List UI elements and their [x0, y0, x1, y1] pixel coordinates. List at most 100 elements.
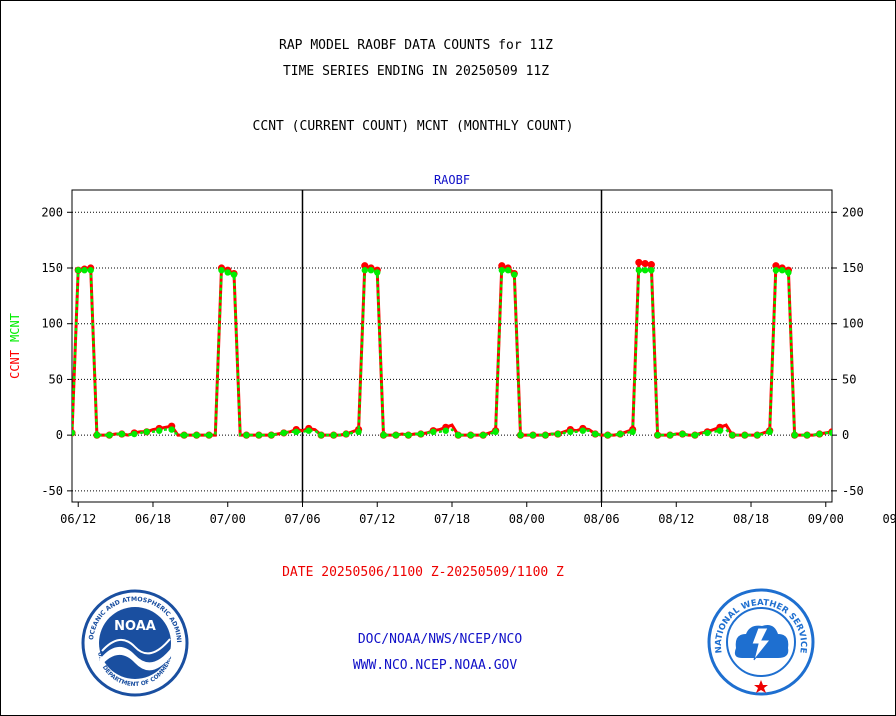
- svg-text:NOAA: NOAA: [114, 619, 156, 634]
- y-tick-label-left: 150: [41, 261, 63, 275]
- data-point-mcnt: [704, 429, 711, 437]
- data-point-mcnt: [367, 267, 375, 274]
- data-point-mcnt: [72, 429, 76, 437]
- data-point-mcnt: [554, 430, 562, 438]
- data-point-mcnt: [255, 431, 263, 439]
- x-tick-label: 08/18: [733, 512, 769, 526]
- y-tick-label-left: 200: [41, 205, 63, 219]
- data-point-mcnt: [517, 431, 524, 439]
- data-point-mcnt: [280, 429, 288, 437]
- data-point-mcnt: [754, 431, 761, 439]
- x-tick-label: 08/00: [509, 512, 545, 526]
- data-point-mcnt: [342, 430, 350, 438]
- x-tick-label: 06/12: [60, 512, 96, 526]
- data-point-mcnt: [180, 431, 188, 439]
- data-point-mcnt: [268, 431, 275, 439]
- data-point-mcnt: [529, 431, 537, 439]
- y-tick-label-right: 0: [842, 428, 849, 442]
- data-point-ccnt: [361, 262, 369, 270]
- data-point-mcnt: [355, 428, 362, 435]
- chart-area: RAOBF -50 -50 0 0 50 50 100 100 150 150 200 200 06/12…: [8, 173, 896, 526]
- data-point-mcnt: [193, 431, 200, 439]
- x-tick-label: 06/18: [135, 512, 171, 526]
- data-point-ccnt: [866, 432, 873, 439]
- y-axis-label: CCNT MCNT: [8, 313, 22, 379]
- data-point-mcnt: [168, 426, 175, 433]
- data-point-mcnt: [498, 267, 506, 274]
- y-tick-label-right: 150: [842, 261, 864, 275]
- data-point-mcnt: [81, 267, 88, 274]
- data-point-ccnt: [641, 259, 649, 268]
- footer-org-label: DOC/NOAA/NWS/NCEP/NCO: [357, 632, 523, 647]
- y-tick-label-left: -50: [41, 484, 63, 498]
- data-point-mcnt: [417, 430, 425, 438]
- y-tick-label-left: 50: [49, 372, 63, 386]
- data-point-mcnt: [224, 269, 231, 276]
- x-tick-label: 07/12: [359, 512, 395, 526]
- x-tick-label: 07/18: [434, 512, 470, 526]
- data-point-mcnt: [567, 428, 574, 435]
- data-point-mcnt: [891, 429, 896, 435]
- data-point-mcnt: [479, 431, 487, 439]
- x-tick-label: 09/06: [882, 512, 896, 526]
- y-axis-label-mcnt: MCNT: [8, 313, 22, 342]
- data-point-mcnt: [654, 431, 661, 439]
- x-tick-label: 07/00: [210, 512, 246, 526]
- data-point-mcnt: [778, 267, 786, 274]
- data-point-mcnt: [405, 431, 412, 439]
- data-point-ccnt: [891, 426, 896, 433]
- data-point-mcnt: [205, 431, 213, 439]
- x-tick-label: 09/00: [808, 512, 844, 526]
- data-point-mcnt: [629, 428, 636, 435]
- data-point-mcnt: [616, 430, 624, 438]
- data-point-mcnt: [542, 431, 549, 439]
- chart-subtitle: CCNT (CURRENT COUNT) MCNT (MONTHLY COUNT…: [252, 119, 574, 134]
- y-tick-label-right: 50: [842, 372, 856, 386]
- data-point-mcnt: [442, 427, 449, 434]
- data-point-mcnt: [648, 267, 655, 274]
- data-point-mcnt: [93, 431, 101, 439]
- chart-title-line2: TIME SERIES ENDING IN 20250509 11Z: [282, 64, 550, 79]
- data-point-mcnt: [467, 431, 474, 439]
- data-point-mcnt: [511, 271, 518, 278]
- data-point-mcnt: [118, 430, 126, 438]
- plot-frame: [71, 189, 833, 503]
- data-point-mcnt: [816, 430, 823, 438]
- data-point-mcnt: [879, 432, 885, 438]
- data-point-mcnt: [579, 427, 587, 434]
- data-point-mcnt: [854, 430, 860, 436]
- data-point-mcnt: [866, 432, 872, 438]
- data-point-mcnt: [131, 430, 138, 438]
- data-point-mcnt: [492, 428, 499, 435]
- y-tick-label-left: 100: [41, 317, 63, 331]
- data-point-mcnt: [361, 267, 368, 274]
- data-point-mcnt: [766, 428, 773, 435]
- y-tick-label-left: 0: [56, 428, 63, 442]
- data-point-mcnt: [330, 431, 337, 439]
- data-point-mcnt: [87, 267, 94, 274]
- data-point-mcnt: [791, 431, 798, 439]
- y-tick-label-right: 100: [842, 317, 864, 331]
- data-point-mcnt: [828, 429, 832, 437]
- x-tick-label: 07/06: [284, 512, 320, 526]
- data-point-mcnt: [604, 431, 611, 439]
- data-point-mcnt: [106, 431, 113, 439]
- series-line-mcnt: [72, 268, 832, 437]
- date-range-label: DATE 20250506/1100 Z-20250509/1100 Z: [282, 565, 564, 580]
- data-point-ccnt: [878, 432, 885, 439]
- data-point-mcnt: [741, 431, 748, 439]
- data-point-mcnt: [679, 430, 686, 438]
- data-point-mcnt: [716, 427, 724, 434]
- data-point-mcnt: [641, 267, 649, 274]
- noaa-logo-icon: NATIONAL OCEANIC AND ATMOSPHERIC ADMINIS…: [80, 589, 189, 697]
- data-point-mcnt: [729, 431, 736, 439]
- data-point-mcnt: [666, 431, 674, 439]
- data-point-mcnt: [293, 428, 300, 435]
- data-point-mcnt: [592, 430, 599, 438]
- panel-label: RAOBF: [434, 173, 470, 187]
- data-point-ccnt: [635, 258, 643, 267]
- data-point-ccnt: [772, 262, 780, 270]
- data-point-mcnt: [772, 267, 780, 274]
- x-tick-label: 08/12: [658, 512, 694, 526]
- data-point-mcnt: [75, 267, 82, 274]
